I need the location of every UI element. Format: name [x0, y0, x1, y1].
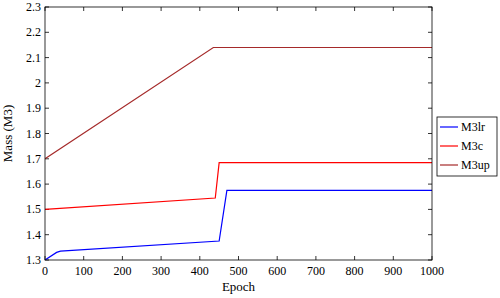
y-tick-right — [428, 32, 432, 33]
x-tick-top — [238, 7, 239, 11]
x-tick-top — [277, 7, 278, 11]
y-tick-label: 2.1 — [26, 51, 41, 65]
chart: 0 100 200 300 400 500 600 700 800 900 1000 1.3 1.4 1.… — [0, 0, 500, 298]
x-tick-label: 500 — [230, 264, 248, 278]
y-tick-right — [428, 184, 432, 185]
x-tick-top — [83, 7, 84, 11]
y-tick-label: 2 — [35, 76, 41, 90]
y-tick-label: 1.9 — [26, 101, 41, 115]
y-tick-right — [428, 82, 432, 83]
x-tick-label: 0 — [42, 264, 48, 278]
x-tick-top — [393, 7, 394, 11]
x-tick — [393, 256, 394, 260]
y-tick-right — [428, 57, 432, 58]
legend-label: M3up — [461, 158, 490, 172]
y-tick-label: 2.3 — [26, 0, 41, 14]
x-tick-top — [315, 7, 316, 11]
legend-label: M3lr — [461, 120, 485, 134]
x-tick — [354, 256, 355, 260]
y-tick — [45, 32, 49, 33]
y-tick-right — [428, 133, 432, 134]
series-group — [45, 47, 432, 260]
x-tick-label: 600 — [268, 264, 286, 278]
y-tick-right — [428, 209, 432, 210]
y-tick-right — [428, 158, 432, 159]
y-tick-label: 1.4 — [26, 228, 41, 242]
plot-frame — [45, 7, 432, 260]
x-tick-label: 100 — [75, 264, 93, 278]
x-tick-label: 1000 — [420, 264, 444, 278]
legend-box — [437, 117, 497, 176]
x-tick — [277, 256, 278, 260]
x-tick-label: 700 — [307, 264, 325, 278]
series-line — [45, 47, 432, 158]
x-tick — [122, 256, 123, 260]
x-tick — [238, 256, 239, 260]
x-tick — [161, 256, 162, 260]
y-axis-label: Mass (M3) — [0, 105, 15, 162]
y-tick-label: 1.5 — [26, 202, 41, 216]
legend-label: M3c — [461, 139, 483, 153]
x-axis-label: Epoch — [222, 279, 256, 294]
legend-swatch — [440, 164, 458, 165]
y-tick — [45, 133, 49, 134]
x-tick-top — [199, 7, 200, 11]
x-tick — [315, 256, 316, 260]
y-tick-label: 1.7 — [26, 152, 41, 166]
legend-swatch — [440, 145, 458, 146]
y-tick — [45, 82, 49, 83]
x-tick — [199, 256, 200, 260]
series-line — [45, 190, 432, 260]
y-tick — [45, 234, 49, 235]
x-tick-top — [161, 7, 162, 11]
background — [0, 0, 500, 298]
y-tick-label: 1.8 — [26, 127, 41, 141]
y-tick — [45, 57, 49, 58]
x-tick-label: 900 — [384, 264, 402, 278]
y-tick-label: 1.6 — [26, 177, 41, 191]
x-tick-top — [354, 7, 355, 11]
y-tick-label: 1.3 — [26, 253, 41, 267]
series-line — [45, 163, 432, 210]
x-tick-label: 400 — [191, 264, 209, 278]
plot-area — [45, 7, 432, 260]
y-tick-label: 2.2 — [26, 25, 41, 39]
x-tick-label: 800 — [346, 264, 364, 278]
x-tick-label: 200 — [113, 264, 131, 278]
y-tick-right — [428, 108, 432, 109]
legend-swatch — [440, 126, 458, 127]
x-tick-label: 300 — [152, 264, 170, 278]
y-tick — [45, 108, 49, 109]
y-tick-right — [428, 234, 432, 235]
x-tick-top — [122, 7, 123, 11]
y-tick — [45, 184, 49, 185]
x-tick — [83, 256, 84, 260]
